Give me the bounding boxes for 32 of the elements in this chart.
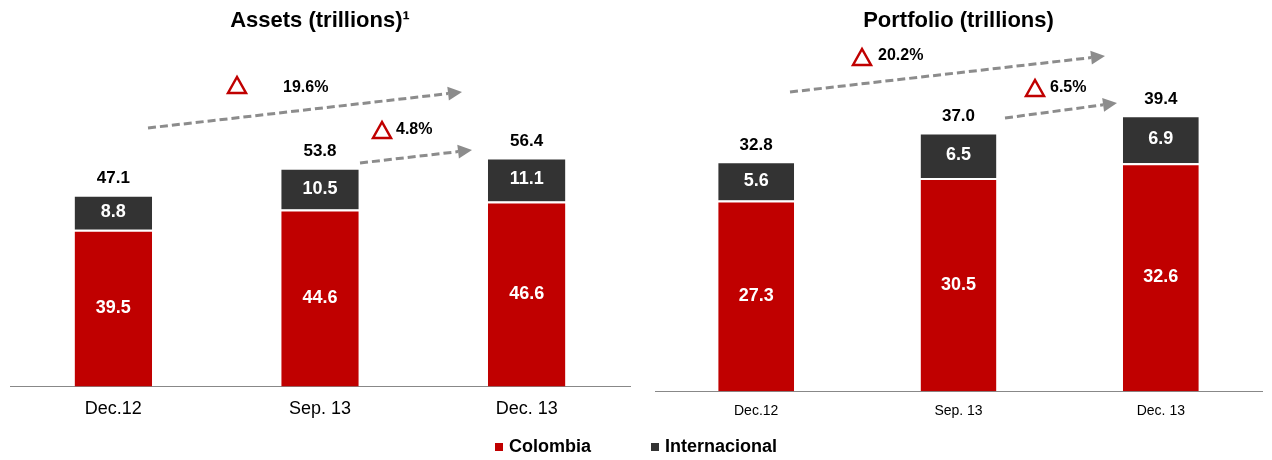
annotation: 53.8	[303, 141, 337, 161]
text: 6.5%	[1050, 78, 1087, 96]
data-label: 30.5	[940, 273, 977, 294]
data-label: 39.5	[95, 297, 131, 317]
data-label: 27.3	[738, 284, 774, 305]
data-label: 32.6	[1143, 266, 1179, 287]
x-tick-label: Sep. 13	[288, 398, 352, 419]
x-tick-label: Dec. 13	[495, 398, 558, 419]
data-label: 6.9	[1148, 128, 1174, 149]
x-tick-label: Dec.12	[84, 398, 142, 419]
data-label: 44.6	[302, 286, 338, 307]
data-label: 11.1	[509, 168, 544, 189]
total-label: 37.0	[941, 106, 976, 126]
x-tick-label: Dec.12	[733, 402, 779, 419]
chart-title: Portfolio (trillions)	[863, 7, 1054, 33]
data-label: 5.6	[743, 169, 769, 190]
text: 20.2%	[878, 46, 924, 64]
x-tick-label: Dec. 13	[1136, 402, 1186, 419]
text: 56.4	[510, 131, 544, 151]
data-label: 10.5	[302, 177, 338, 198]
text: 19.6%	[283, 78, 329, 96]
data-label: 6.5	[945, 144, 972, 165]
data-label: 8.8	[100, 201, 126, 222]
text: 4.8%	[396, 120, 433, 138]
chart-title: Assets (trillions)¹	[230, 7, 410, 33]
total-label: 32.8	[739, 134, 773, 154]
legend-label: Internacional	[664, 436, 778, 456]
total-label: 39.4	[1144, 88, 1178, 108]
data-label: 46.6	[509, 282, 545, 303]
legend-label: Colombia	[507, 436, 591, 456]
x-tick-label: Sep. 13	[934, 402, 983, 419]
annotation: 47.1	[96, 168, 130, 188]
